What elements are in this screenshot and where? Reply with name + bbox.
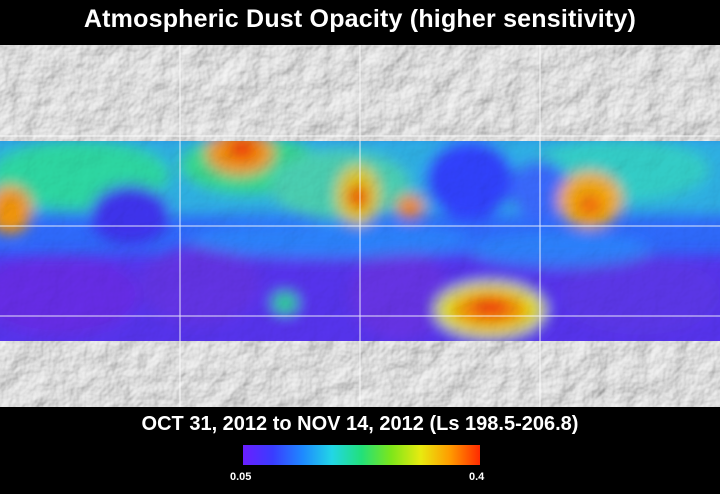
map-canvas [0, 45, 720, 407]
opacity-colorbar [243, 445, 480, 465]
colorbar-max-label: 0.4 [469, 471, 485, 483]
map-title: Atmospheric Dust Opacity (higher sensiti… [83, 5, 637, 33]
colorbar-gradient [243, 445, 480, 465]
colorbar-min-label: 0.05 [230, 471, 252, 483]
lat-lon-grid [0, 45, 720, 407]
dust-opacity-map [0, 45, 720, 407]
date-range-label: OCT 31, 2012 to NOV 14, 2012 (Ls 198.5-2… [141, 413, 579, 435]
